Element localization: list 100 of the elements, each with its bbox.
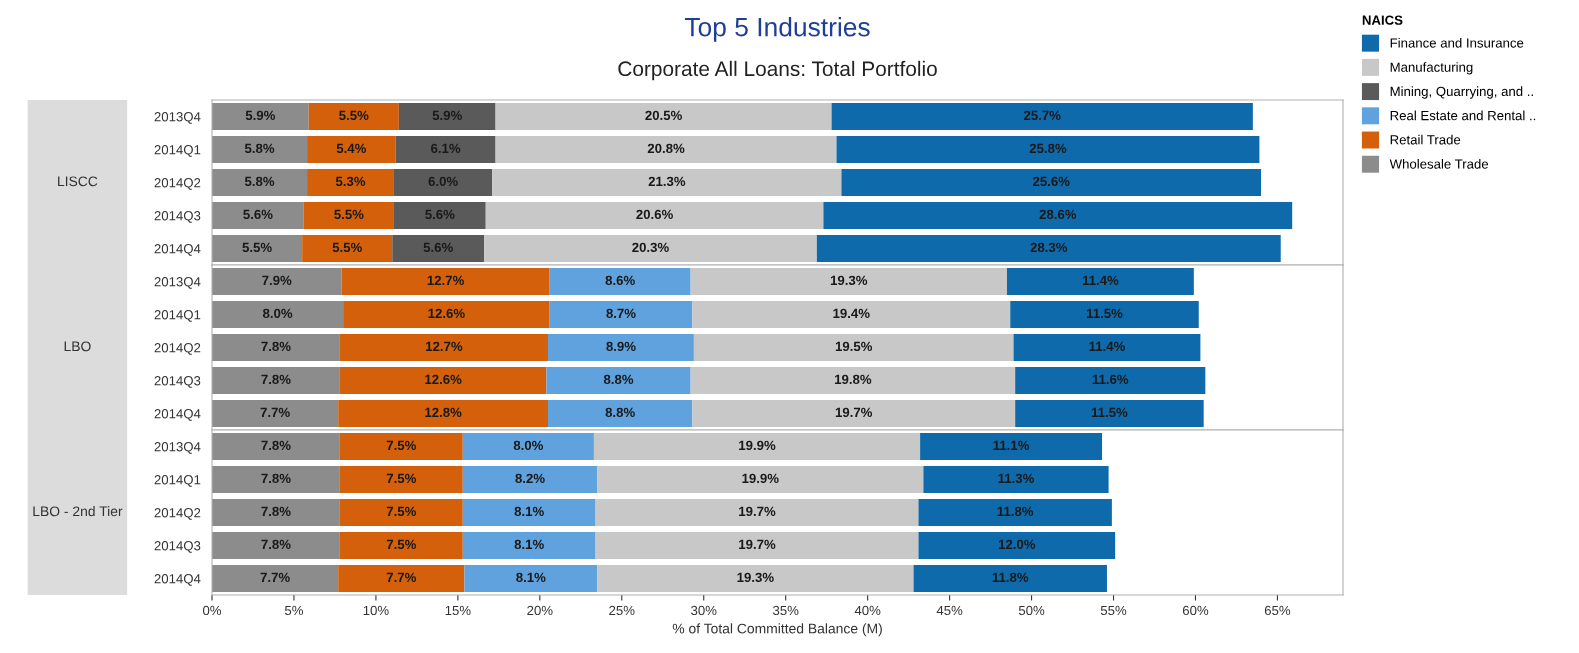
data-label: 7.5% (386, 506, 417, 517)
bar (339, 531, 463, 560)
bar (823, 201, 1293, 230)
data-label: 20.6% (636, 209, 673, 220)
data-label: 20.5% (645, 110, 682, 121)
y-tick-label: 2014Q3 (154, 211, 201, 223)
y-tick-label: 2014Q1 (154, 310, 201, 322)
y-tick-label: 2014Q3 (154, 541, 201, 553)
bar (302, 234, 393, 263)
bar (595, 498, 919, 527)
bar (462, 498, 596, 527)
chart-subtitle: Corporate All Loans: Total Portfolio (618, 60, 937, 81)
data-label: 20.8% (647, 143, 685, 154)
data-label: 8.8% (605, 407, 635, 418)
bar (690, 366, 1016, 395)
bar (549, 267, 691, 296)
bar (393, 168, 493, 197)
bar (597, 465, 924, 494)
bar (549, 300, 693, 329)
x-tick-label: 50% (1018, 605, 1045, 616)
data-label: 5.5% (242, 242, 272, 253)
data-label: 8.0% (513, 440, 544, 451)
bar (495, 102, 832, 131)
bar (1010, 300, 1199, 329)
bar (339, 432, 463, 461)
data-label: 7.5% (386, 539, 417, 550)
data-label: 20.3% (632, 242, 669, 253)
bar (212, 168, 308, 197)
bar (338, 399, 549, 428)
data-label: 5.5% (339, 110, 369, 121)
x-tick-label: 20% (527, 605, 553, 616)
data-label: 7.7% (386, 572, 417, 583)
bar (836, 135, 1260, 164)
data-label: 6.1% (431, 143, 461, 154)
bar (462, 465, 598, 494)
bar (1006, 267, 1194, 296)
bar (212, 267, 342, 296)
data-label: 19.7% (739, 539, 776, 550)
data-label: 5.6% (425, 209, 455, 220)
x-tick-label: 60% (1182, 605, 1209, 616)
data-label: 5.9% (432, 110, 462, 121)
y-tick-label: 2014Q4 (154, 574, 201, 586)
data-label: 21.3% (648, 176, 686, 187)
bar (495, 135, 837, 164)
data-label: 6.0% (428, 176, 458, 187)
data-label: 19.7% (739, 506, 776, 517)
data-label: 12.7% (427, 275, 464, 286)
bar (692, 399, 1016, 428)
bar (841, 168, 1262, 197)
bar (308, 102, 399, 131)
bar (339, 498, 463, 527)
data-label: 7.8% (261, 506, 291, 517)
bar (212, 102, 309, 131)
bar (212, 135, 308, 164)
data-label: 5.4% (336, 143, 367, 154)
y-tick-label: 2014Q4 (154, 244, 201, 256)
data-label: 7.5% (386, 440, 417, 451)
y-tick-label: 2013Q4 (154, 442, 201, 454)
data-label: 5.5% (334, 209, 364, 220)
bar (918, 498, 1112, 527)
bar (212, 366, 340, 395)
bar (920, 432, 1103, 461)
bar (831, 102, 1253, 131)
bar (307, 168, 394, 197)
data-label: 11.4% (1089, 341, 1125, 352)
bar (546, 366, 691, 395)
y-tick-label: 2014Q2 (154, 508, 201, 520)
bar (392, 234, 485, 263)
x-tick-label: 40% (854, 605, 881, 616)
data-label: 12.6% (428, 308, 465, 319)
data-label: 11.5% (1091, 407, 1128, 418)
data-label: 12.0% (998, 539, 1036, 550)
bar (212, 465, 340, 494)
bar (692, 300, 1011, 329)
data-label: 7.9% (262, 275, 292, 286)
data-label: 19.8% (835, 374, 872, 385)
y-axis-title: LISCC (58, 176, 98, 187)
bar (212, 333, 340, 362)
bar (341, 267, 550, 296)
bar (492, 168, 842, 197)
data-label: 19.9% (739, 440, 776, 451)
data-label: 25.7% (1023, 110, 1061, 121)
x-tick-label: 15% (445, 605, 471, 616)
bar (395, 135, 496, 164)
legend-label: Real Estate and Rental .. (1390, 110, 1536, 121)
legend-title: NAICS (1362, 15, 1403, 25)
data-label: 25.6% (1032, 176, 1070, 187)
data-label: 7.8% (261, 473, 291, 484)
bar (485, 201, 824, 230)
data-label: 7.8% (261, 440, 291, 451)
data-label: 5.8% (244, 143, 275, 154)
data-label: 8.6% (605, 275, 635, 286)
data-label: 19.4% (833, 308, 870, 319)
bar (913, 564, 1107, 593)
y-axis-title: LBO (64, 341, 91, 352)
y-tick-label: 2013Q4 (154, 277, 201, 289)
data-label: 7.5% (386, 473, 417, 484)
data-label: 7.8% (261, 341, 291, 352)
data-label: 8.7% (606, 308, 636, 319)
data-label: 11.1% (993, 440, 1030, 451)
